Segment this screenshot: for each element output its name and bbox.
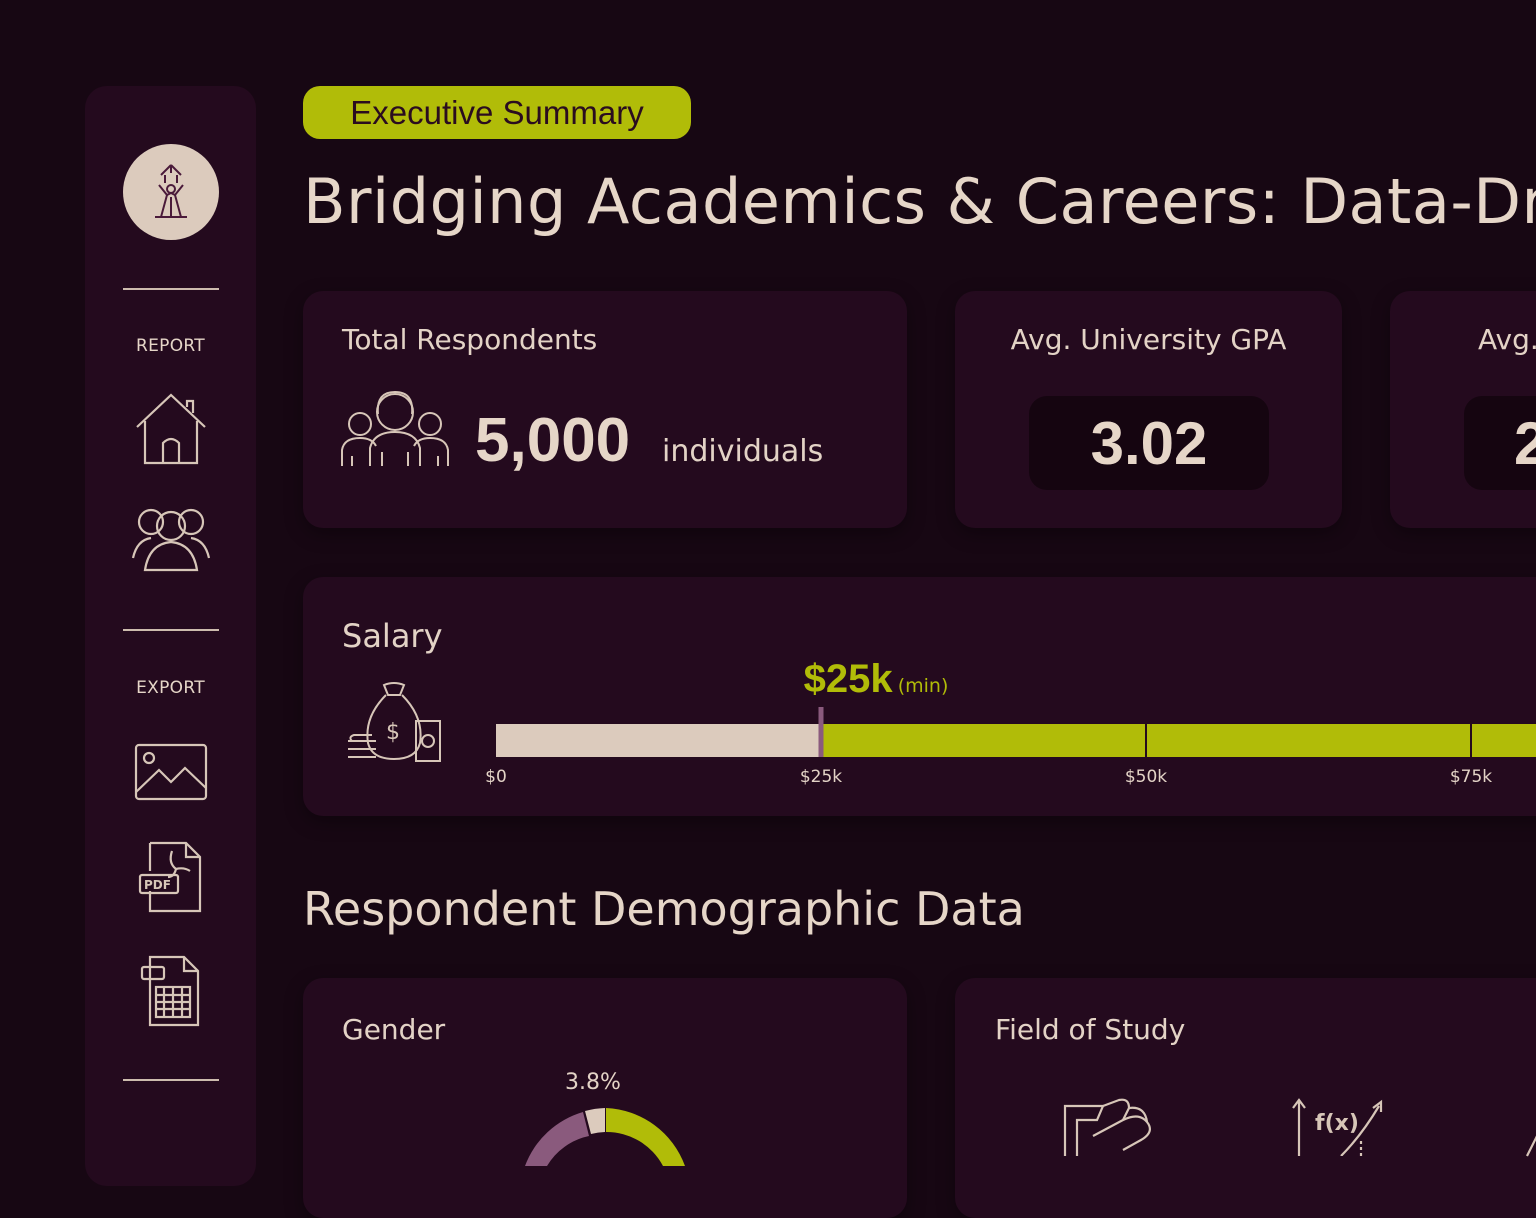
salary-tick-line <box>1145 724 1147 757</box>
salary-bar <box>496 707 1536 757</box>
card-title: Avg. University GPA <box>1010 323 1287 356</box>
total-respondents-card: Total Respondents 5,000 individuals <box>303 291 907 528</box>
export-pdf-button[interactable]: PDF <box>128 841 214 913</box>
sidebar-item-users[interactable] <box>128 502 214 574</box>
users-icon <box>131 508 211 572</box>
svg-text:$: $ <box>386 720 400 745</box>
gender-card: Gender 3.8% <box>303 978 907 1218</box>
third-kpi-value: 2 <box>1464 396 1536 490</box>
page-title: Bridging Academics & Careers: Data-Dr <box>303 165 1536 238</box>
field-of-study-card: Field of Study f(x) <box>955 978 1536 1218</box>
formula-label: f(x) <box>1315 1111 1359 1136</box>
pdf-icon: PDF <box>138 841 202 913</box>
sidebar-divider <box>123 1079 219 1081</box>
salary-min-label: $25k (min) <box>804 657 949 702</box>
sidebar-divider <box>123 288 219 290</box>
sidebar-divider <box>123 629 219 631</box>
gender-slice-green <box>606 1108 685 1166</box>
salary-min-value: $25k <box>803 657 893 701</box>
respondents-value: 5,000 <box>475 406 631 475</box>
avg-gpa-card: Avg. University GPA 3.02 <box>955 291 1342 528</box>
salary-tick-label: $25k <box>799 767 843 787</box>
salary-bar-above-min <box>821 724 1536 757</box>
third-kpi-card: Avg. 2 <box>1390 291 1536 528</box>
image-icon <box>134 743 208 801</box>
salary-tick-line <box>1470 724 1472 757</box>
home-icon <box>136 393 206 465</box>
gender-slice-mauve <box>525 1112 589 1166</box>
logo <box>123 144 219 240</box>
salary-tick-label: $0 <box>485 767 507 787</box>
gender-slice-cream <box>585 1108 605 1134</box>
card-title: Total Respondents <box>342 323 598 356</box>
salary-min-marker <box>818 707 824 757</box>
spreadsheet-icon <box>140 955 200 1027</box>
people-group-icon <box>341 390 449 466</box>
sidebar-item-home[interactable] <box>128 391 214 467</box>
salary-card: Salary $ $25k (min) $0 $25k $50k $75k <box>303 577 1536 816</box>
report-section-label: REPORT <box>136 336 205 356</box>
gender-donut-chart <box>525 1108 685 1166</box>
salary-bar-below-min <box>496 724 821 757</box>
export-image-button[interactable] <box>128 742 214 802</box>
math-graph-icon: f(x) <box>1292 1098 1383 1156</box>
salary-min-note: (min) <box>897 675 949 697</box>
salary-tick-label: $50k <box>1124 767 1168 787</box>
export-section-label: EXPORT <box>136 678 205 698</box>
graduate-arrow-icon <box>155 164 187 218</box>
card-title: Field of Study <box>995 1013 1186 1046</box>
money-bag-icon: $ <box>348 682 441 762</box>
export-spreadsheet-button[interactable] <box>128 955 214 1027</box>
sidebar: REPORT EXPORT PDF <box>85 86 256 1186</box>
section-title: Respondent Demographic Data <box>303 882 1025 936</box>
partial-field-icon <box>1526 1135 1536 1157</box>
respondents-unit: individuals <box>662 434 824 469</box>
card-title: Salary <box>342 617 443 655</box>
svg-text:PDF: PDF <box>144 878 171 892</box>
hand-gesture-icon <box>1063 1098 1151 1156</box>
card-title: Gender <box>342 1013 446 1046</box>
executive-summary-badge: Executive Summary <box>303 86 691 139</box>
salary-tick-label: $75k <box>1449 767 1493 787</box>
card-title: Avg. <box>1478 323 1536 356</box>
gender-slice-label: 3.8% <box>565 1070 621 1095</box>
gpa-value: 3.02 <box>1029 396 1269 490</box>
